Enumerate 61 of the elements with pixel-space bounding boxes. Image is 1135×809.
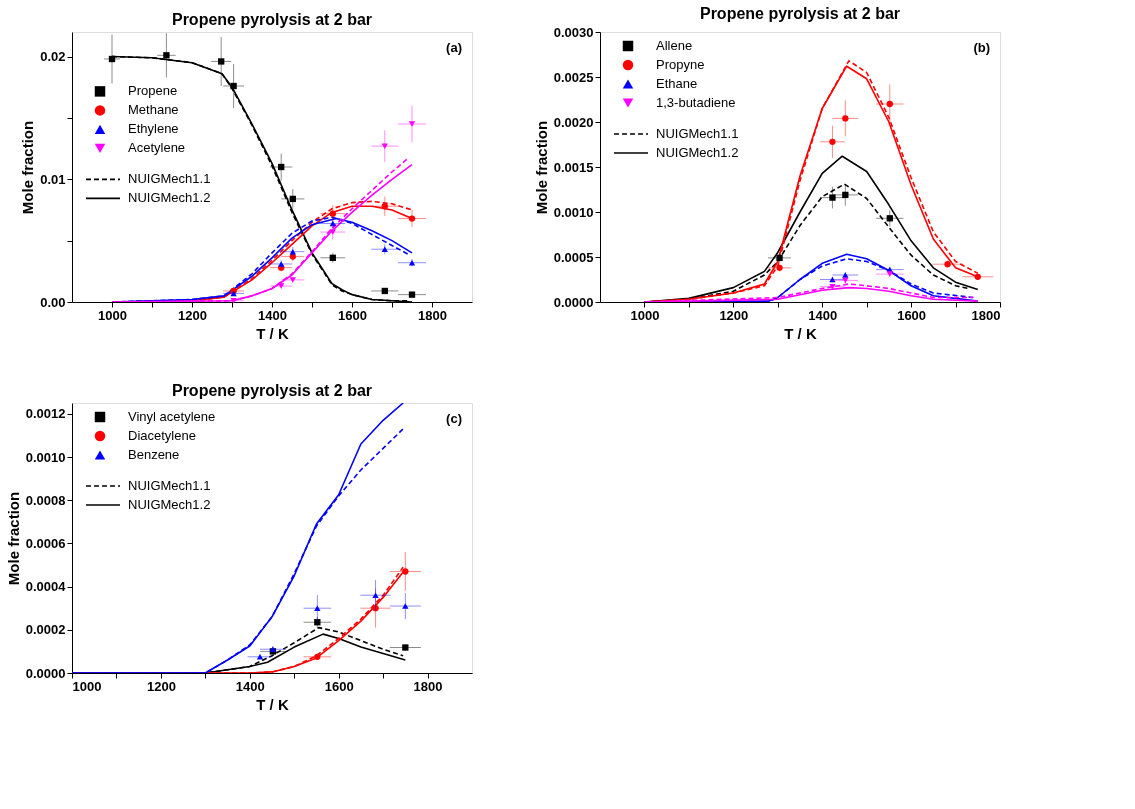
y-tick-label: 0.0015: [553, 159, 594, 175]
x-tick-label: 1000: [72, 678, 102, 694]
legend-label: Diacetylene: [128, 428, 196, 443]
y-tick-label: 0.0012: [25, 406, 66, 422]
legend-label: Vinyl acetylene: [128, 409, 216, 424]
x-tick-label: 1600: [897, 307, 927, 323]
y-tick-label: 0.0008: [25, 492, 66, 508]
legend-label: Methane: [128, 102, 179, 118]
legend-label: Propyne: [656, 57, 705, 72]
y-tick-label: 0.0030: [553, 24, 594, 40]
x-tick-label: 1800: [418, 307, 447, 323]
x-tick-label: 1400: [258, 307, 287, 323]
y-tick-label: 0.0002: [25, 622, 66, 638]
legend-label: Propene: [128, 83, 178, 99]
legend-label: NUIGMech1.1: [128, 478, 211, 493]
x-tick-label: 1000: [98, 307, 127, 323]
annotation: (b): [973, 40, 990, 55]
legend-label: NUIGMech1.2: [128, 190, 211, 206]
chart-title: Propene pyrolysis at 2 bar: [171, 382, 373, 399]
y-tick-label: 0.02: [40, 49, 66, 65]
x-tick-label: 1400: [808, 307, 838, 323]
legend-label: Acetylene: [128, 140, 186, 156]
legend-label: Ethane: [656, 76, 698, 91]
x-tick-label: 1400: [235, 678, 265, 694]
y-tick-label: 0.0020: [553, 114, 594, 130]
y-tick-label: 0.0010: [25, 449, 66, 465]
y-tick-label: 0.0025: [553, 69, 594, 85]
x-tick-label: 1200: [146, 678, 176, 694]
y-tick-label: 0.0000: [553, 294, 594, 310]
legend-label: NUIGMech1.2: [128, 497, 211, 512]
legend-label: NUIGMech1.2: [656, 145, 739, 160]
x-tick-label: 1600: [338, 307, 367, 323]
x-tick-label: 1600: [324, 678, 354, 694]
annotation: (c): [446, 411, 462, 426]
annotation: (a): [446, 40, 462, 55]
x-axis-title: T / K: [256, 695, 289, 713]
y-axis-title: Mole fraction: [19, 120, 37, 215]
legend-label: Benzene: [128, 447, 180, 462]
y-tick-label: 0.0005: [553, 249, 594, 265]
x-axis-title: T / K: [256, 324, 289, 342]
y-tick-label: 0.0010: [553, 204, 594, 220]
chart-title: Propene pyrolysis at 2 bar: [699, 5, 901, 22]
y-axis-title: Mole fraction: [532, 120, 550, 215]
y-tick-label: 0.0004: [25, 579, 67, 595]
x-tick-label: 1000: [630, 307, 660, 323]
legend-label: Ethylene: [128, 121, 179, 137]
y-tick-label: 0.00: [40, 294, 66, 310]
legend-label: 1,3-butadiene: [656, 95, 736, 110]
x-tick-label: 1800: [413, 678, 443, 694]
x-axis-title: T / K: [784, 324, 817, 342]
legend-label: NUIGMech1.1: [656, 126, 739, 141]
x-tick-label: 1200: [719, 307, 749, 323]
y-tick-label: 0.01: [40, 171, 66, 187]
x-tick-label: 1200: [178, 307, 207, 323]
y-tick-label: 0.0000: [25, 665, 66, 681]
chart-title: Propene pyrolysis at 2 bar: [171, 11, 373, 28]
x-tick-label: 1800: [971, 307, 1001, 323]
y-axis-title: Mole fraction: [4, 491, 22, 586]
legend-label: Allene: [656, 38, 693, 53]
legend-label: NUIGMech1.1: [128, 171, 211, 187]
y-tick-label: 0.0006: [25, 535, 66, 551]
